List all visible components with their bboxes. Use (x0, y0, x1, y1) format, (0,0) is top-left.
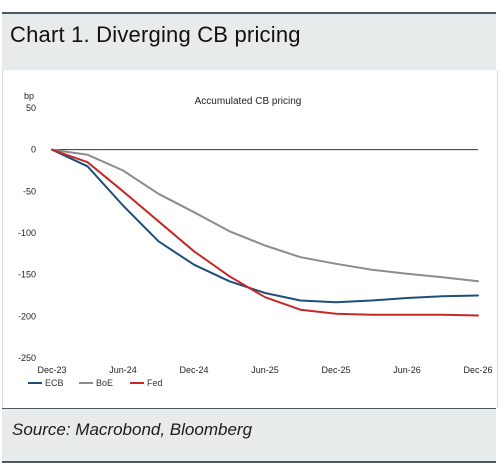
y-tick-label: -50 (23, 186, 36, 196)
y-tick-label: -150 (18, 270, 36, 280)
series-line-boe (51, 148, 479, 283)
series-line-ecb (51, 148, 479, 304)
legend-label-boe: BoE (96, 378, 113, 388)
series-lines (51, 148, 479, 317)
x-tick-label: Dec-25 (321, 365, 350, 375)
x-tick-label: Dec-23 (37, 365, 66, 375)
x-tick-label: Dec-26 (463, 365, 492, 375)
series-line-fed (51, 148, 479, 317)
y-tick-label: 0 (31, 145, 36, 155)
y-tick-label: -200 (18, 311, 36, 321)
y-tick-labels: 50 0 -50 -100 -150 -200 -250 (18, 103, 36, 363)
x-tick-label: Jun-25 (251, 365, 279, 375)
y-tick-label: -100 (18, 228, 36, 238)
y-tick-label: -250 (18, 353, 36, 363)
legend-label-fed: Fed (147, 378, 163, 388)
y-axis-unit-label: bp (24, 91, 34, 101)
x-tick-label: Dec-24 (179, 365, 208, 375)
source-band (2, 408, 496, 463)
legend-label-ecb: ECB (45, 378, 64, 388)
source-note: Source: Macrobond, Bloomberg (12, 420, 253, 439)
legend: ECB BoE Fed (28, 378, 163, 388)
x-tick-labels: Dec-23 Jun-24 Dec-24 Jun-25 Dec-25 Jun-26 Dec-… (37, 365, 492, 375)
x-tick-label: Jun-24 (109, 365, 137, 375)
y-tick-label: 50 (26, 103, 36, 113)
chart-title: Chart 1. Diverging CB pricing (10, 22, 301, 47)
chart-subtitle: Accumulated CB pricing (195, 96, 302, 107)
x-tick-label: Jun-26 (393, 365, 421, 375)
title-band (2, 12, 496, 72)
